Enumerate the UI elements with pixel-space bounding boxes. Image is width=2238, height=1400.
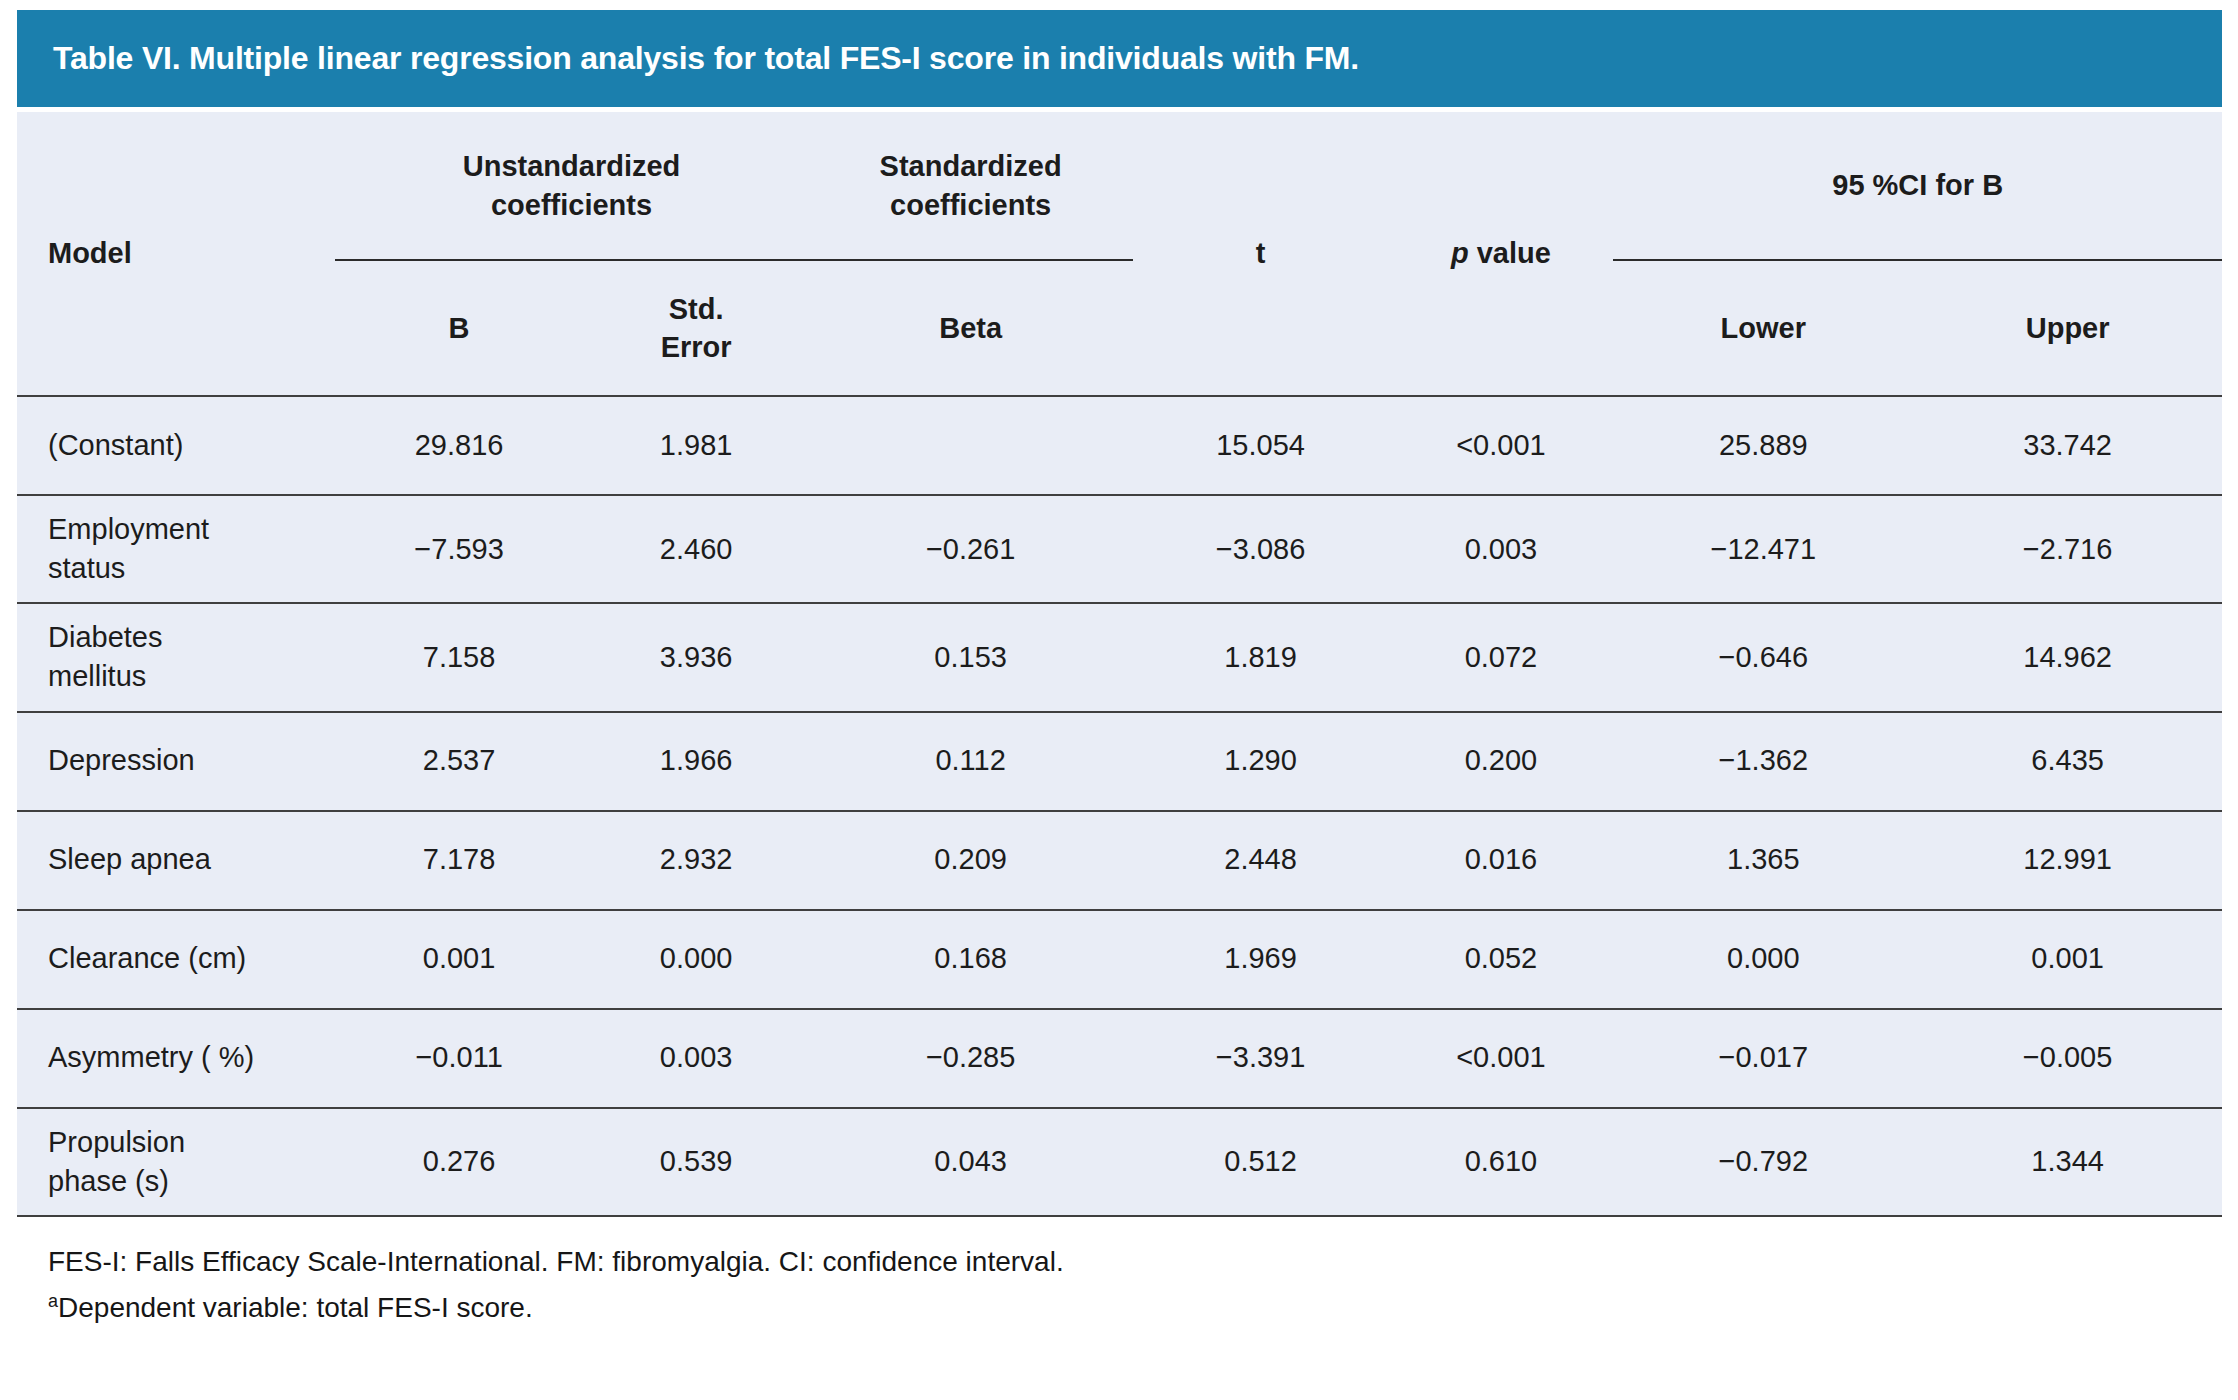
table-row: Depression 2.537 1.966 0.112 1.290 0.200…	[17, 712, 2222, 811]
table-row: Asymmetry ( %) −0.011 0.003 −0.285 −3.39…	[17, 1009, 2222, 1108]
cell-lower: 25.889	[1613, 396, 1913, 495]
table-row: Diabetes mellitus 7.158 3.936 0.153 1.81…	[17, 603, 2222, 711]
cell-std-error: 0.539	[584, 1108, 809, 1216]
cell-std-error: 1.966	[584, 712, 809, 811]
cell-b: 7.178	[335, 811, 584, 910]
cell-upper: 1.344	[1913, 1108, 2222, 1216]
col-header-beta: Beta	[809, 260, 1133, 396]
cell-p-value: 0.003	[1388, 495, 1613, 603]
cell-std-error: 1.981	[584, 396, 809, 495]
cell-t: −3.086	[1133, 495, 1389, 603]
cell-model: (Constant)	[17, 396, 335, 495]
cell-std-error: 2.932	[584, 811, 809, 910]
table-row: Propulsion phase (s) 0.276 0.539 0.043 0…	[17, 1108, 2222, 1216]
table-row: (Constant) 29.816 1.981 15.054 <0.001 25…	[17, 396, 2222, 495]
table-body: (Constant) 29.816 1.981 15.054 <0.001 25…	[17, 396, 2222, 1216]
cell-std-error: 0.003	[584, 1009, 809, 1108]
cell-t: 1.819	[1133, 603, 1389, 711]
p-italic: p	[1451, 237, 1469, 269]
cell-b: 0.001	[335, 910, 584, 1009]
p-rest: value	[1469, 237, 1551, 269]
col-header-std-error: Std. Error	[584, 260, 809, 396]
cell-model: Depression	[17, 712, 335, 811]
cell-b: −7.593	[335, 495, 584, 603]
cell-t: 2.448	[1133, 811, 1389, 910]
table-row: Clearance (cm) 0.001 0.000 0.168 1.969 0…	[17, 910, 2222, 1009]
col-header-b: B	[335, 260, 584, 396]
cell-t: 1.290	[1133, 712, 1389, 811]
cell-lower: −0.646	[1613, 603, 1913, 711]
cell-t: 15.054	[1133, 396, 1389, 495]
cell-std-error: 2.460	[584, 495, 809, 603]
cell-lower: −12.471	[1613, 495, 1913, 603]
cell-t: 1.969	[1133, 910, 1389, 1009]
col-header-upper: Upper	[1913, 260, 2222, 396]
col-group-standardized: Standardized coefficients	[809, 112, 1133, 260]
col-header-p-value: p value	[1388, 112, 1613, 396]
cell-b: 0.276	[335, 1108, 584, 1216]
cell-b: 7.158	[335, 603, 584, 711]
cell-std-error: 3.936	[584, 603, 809, 711]
cell-beta: −0.261	[809, 495, 1133, 603]
cell-beta: 0.112	[809, 712, 1133, 811]
footnotes: FES-I: Falls Efficacy Scale-Internationa…	[17, 1239, 2222, 1331]
table-row: Employment status −7.593 2.460 −0.261 −3…	[17, 495, 2222, 603]
table-figure: Table VI. Multiple linear regression ana…	[17, 10, 2222, 1331]
cell-p-value: 0.200	[1388, 712, 1613, 811]
cell-upper: 33.742	[1913, 396, 2222, 495]
cell-lower: −1.362	[1613, 712, 1913, 811]
cell-upper: 0.001	[1913, 910, 2222, 1009]
cell-upper: 14.962	[1913, 603, 2222, 711]
cell-p-value: 0.072	[1388, 603, 1613, 711]
cell-model: Clearance (cm)	[17, 910, 335, 1009]
table-title: Table VI. Multiple linear regression ana…	[53, 40, 1359, 77]
cell-b: 2.537	[335, 712, 584, 811]
cell-beta: −0.285	[809, 1009, 1133, 1108]
cell-upper: 12.991	[1913, 811, 2222, 910]
table-header: Model Unstandardized coefficients Standa…	[17, 112, 2222, 396]
cell-beta: 0.043	[809, 1108, 1133, 1216]
cell-p-value: <0.001	[1388, 1009, 1613, 1108]
cell-upper: 6.435	[1913, 712, 2222, 811]
cell-model: Propulsion phase (s)	[17, 1108, 335, 1216]
cell-model: Asymmetry ( %)	[17, 1009, 335, 1108]
cell-t: −3.391	[1133, 1009, 1389, 1108]
cell-b: 29.816	[335, 396, 584, 495]
cell-model: Employment status	[17, 495, 335, 603]
cell-p-value: 0.052	[1388, 910, 1613, 1009]
cell-beta: 0.209	[809, 811, 1133, 910]
footnote-superscript: a	[48, 1291, 58, 1311]
cell-std-error: 0.000	[584, 910, 809, 1009]
table-title-bar: Table VI. Multiple linear regression ana…	[17, 10, 2222, 107]
cell-lower: −0.017	[1613, 1009, 1913, 1108]
col-header-model: Model	[17, 112, 335, 396]
cell-b: −0.011	[335, 1009, 584, 1108]
cell-p-value: <0.001	[1388, 396, 1613, 495]
table-row: Sleep apnea 7.178 2.932 0.209 2.448 0.01…	[17, 811, 2222, 910]
cell-beta: 0.168	[809, 910, 1133, 1009]
regression-table: Model Unstandardized coefficients Standa…	[17, 112, 2222, 1217]
cell-p-value: 0.016	[1388, 811, 1613, 910]
cell-t: 0.512	[1133, 1108, 1389, 1216]
col-header-lower: Lower	[1613, 260, 1913, 396]
cell-beta	[809, 396, 1133, 495]
cell-lower: 1.365	[1613, 811, 1913, 910]
col-group-unstandardized: Unstandardized coefficients	[335, 112, 809, 260]
cell-upper: −2.716	[1913, 495, 2222, 603]
cell-model: Sleep apnea	[17, 811, 335, 910]
cell-lower: 0.000	[1613, 910, 1913, 1009]
cell-beta: 0.153	[809, 603, 1133, 711]
footnote-dependent-variable: aDependent variable: total FES-I score.	[48, 1285, 2222, 1331]
cell-lower: −0.792	[1613, 1108, 1913, 1216]
footnote-abbreviations: FES-I: Falls Efficacy Scale-Internationa…	[48, 1239, 2222, 1285]
col-header-t: t	[1133, 112, 1389, 396]
col-group-ci: 95 %CI for B	[1613, 112, 2222, 260]
cell-p-value: 0.610	[1388, 1108, 1613, 1216]
footnote-dependent-variable-text: Dependent variable: total FES-I score.	[58, 1292, 533, 1323]
cell-upper: −0.005	[1913, 1009, 2222, 1108]
cell-model: Diabetes mellitus	[17, 603, 335, 711]
